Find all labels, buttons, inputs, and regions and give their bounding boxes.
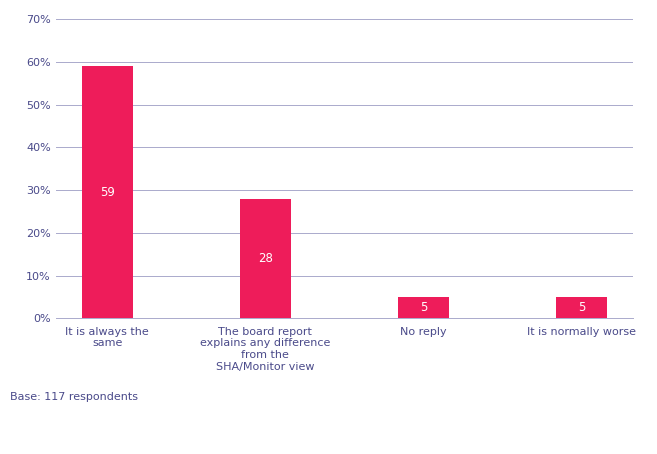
Text: 59: 59	[100, 186, 115, 199]
Text: 28: 28	[258, 252, 273, 265]
Text: 5: 5	[420, 301, 427, 314]
Bar	[556, 297, 606, 318]
Bar	[398, 297, 449, 318]
Text: 5: 5	[578, 301, 585, 314]
Bar	[82, 66, 133, 318]
Bar	[240, 199, 290, 318]
Text: Base: 117 respondents: Base: 117 respondents	[10, 392, 137, 402]
